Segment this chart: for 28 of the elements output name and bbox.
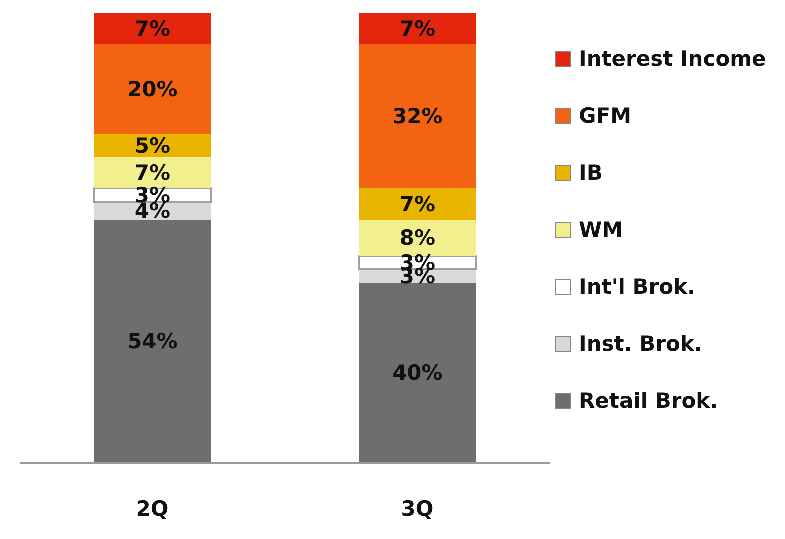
x-tick-label: 3Q <box>401 496 434 521</box>
bar <box>94 157 212 188</box>
text: Int'l Brok. <box>579 274 696 298</box>
bar <box>359 188 476 220</box>
bar <box>94 44 212 134</box>
data-label: 7% <box>400 16 436 41</box>
bar <box>94 220 212 463</box>
data-label: 5% <box>134 134 171 158</box>
legend-label: IB <box>579 160 603 184</box>
legend-label: Interest Income <box>579 46 766 70</box>
data-label: 32% <box>392 104 443 128</box>
data-label: 7% <box>400 192 436 216</box>
legend-label: WM <box>579 218 624 242</box>
data-label: 20% <box>128 78 178 102</box>
legend-label: Inst. Brok. <box>579 332 702 356</box>
legend-label: Retail Brok. <box>579 388 718 412</box>
data-label: 8% <box>400 226 436 250</box>
data-label: 7% <box>134 160 171 185</box>
data-label: 40% <box>392 361 443 385</box>
bar <box>359 44 476 188</box>
bar <box>359 13 476 44</box>
legend-label: GFM <box>579 104 632 128</box>
data-label: 54% <box>128 330 178 354</box>
bar <box>94 13 212 44</box>
bar <box>359 283 476 463</box>
data-label: 7% <box>134 16 171 41</box>
bar <box>359 220 476 256</box>
x-tick-label: 2Q <box>136 496 169 521</box>
